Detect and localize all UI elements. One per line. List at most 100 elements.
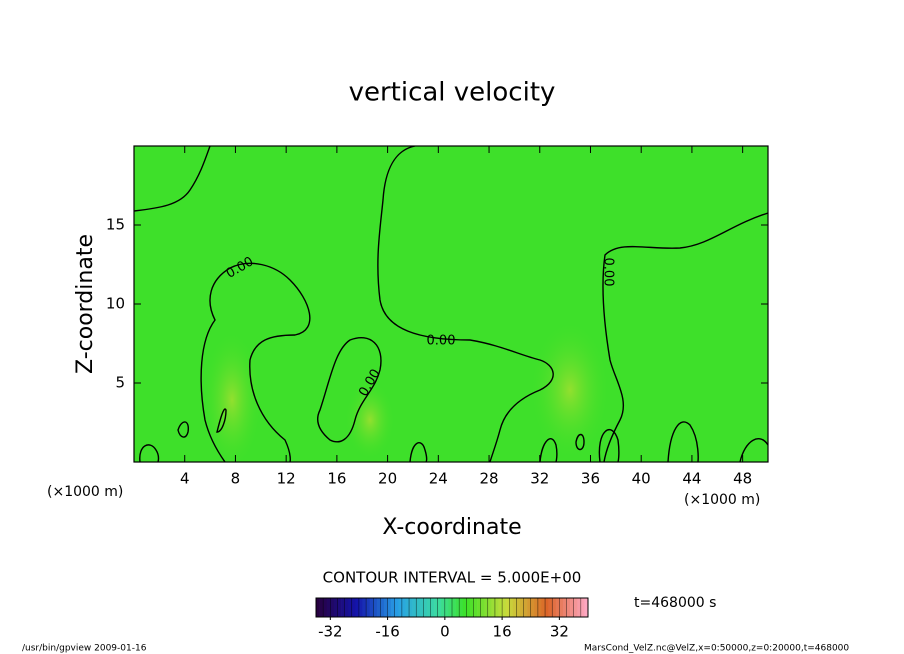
x-tick-label: 28	[479, 470, 498, 488]
x-tick-label: 36	[581, 470, 600, 488]
colorbar-cell	[516, 598, 521, 617]
x-tick-label: 40	[632, 470, 651, 488]
colorbar-cell	[323, 598, 328, 617]
colorbar-cell	[480, 598, 485, 617]
colorbar-cell	[330, 598, 335, 617]
colorbar-cell	[537, 598, 542, 617]
colorbar-cell	[562, 598, 567, 617]
colorbar-cell	[376, 598, 381, 617]
contour-line	[317, 336, 382, 443]
colorbar-cell	[509, 598, 514, 617]
colorbar-frame	[315, 597, 589, 618]
x-tick-label: 4	[180, 470, 190, 488]
colorbar-cell	[391, 598, 396, 617]
colorbar-cell	[584, 598, 589, 617]
colorbar-cell	[398, 598, 403, 617]
colorbar-cell	[430, 598, 435, 617]
colorbar-cell	[369, 598, 374, 617]
colorbar-cell	[548, 598, 553, 617]
footer-right: MarsCond_VelZ.nc@VelZ,x=0:50000,z=0:2000…	[584, 644, 849, 654]
contour-line	[539, 438, 558, 462]
colorbar-cell	[355, 598, 360, 617]
colorbar-cell	[452, 598, 456, 617]
field-shade	[530, 320, 610, 460]
colorbar-tick-label: -16	[375, 623, 400, 641]
colorbar-cell	[473, 598, 478, 617]
colorbar-cell	[530, 598, 535, 617]
colorbar-cell	[316, 598, 320, 617]
y-tick-label: 10	[106, 295, 125, 313]
contour-line	[598, 429, 620, 462]
colorbar-cell	[344, 598, 349, 617]
contour-label: 0.00	[601, 258, 616, 287]
y-tick-label: 5	[115, 374, 125, 392]
colorbar-cell	[484, 598, 489, 617]
colorbar-cell	[373, 598, 378, 617]
colorbar-tick-label: 32	[550, 623, 569, 641]
x-tick-label: 44	[682, 470, 701, 488]
x-tick-label: 24	[429, 470, 448, 488]
colorbar-cell	[394, 598, 399, 617]
colorbar-cell	[570, 598, 574, 617]
y-tick-label: 15	[106, 216, 125, 234]
colorbar-cell	[555, 598, 560, 617]
field-shade	[202, 330, 262, 462]
colorbar-cell	[523, 598, 528, 617]
x-tick-label: 12	[277, 470, 296, 488]
contour-line	[739, 438, 768, 462]
colorbar-tick-label: 0	[440, 623, 450, 641]
colorbar-cell	[348, 598, 353, 617]
x-axis-label: X-coordinate	[382, 515, 521, 540]
contour-interval: CONTOUR INTERVAL = 5.000E+00	[323, 569, 582, 587]
colorbar-cell	[577, 598, 582, 617]
colorbar-cell	[326, 598, 331, 617]
colorbar-cell	[444, 598, 449, 617]
colorbar-cell	[341, 598, 345, 617]
y-axis-label: Z-coordinate	[73, 234, 98, 374]
colorbar-cell	[409, 598, 413, 617]
contour-line	[134, 146, 211, 212]
contour-line	[177, 421, 190, 438]
colorbar-cell	[412, 598, 417, 617]
footer-left: /usr/bin/gpview 2009-01-16	[22, 644, 147, 654]
colorbar-cell	[384, 598, 388, 617]
colorbar-cell	[358, 598, 363, 617]
colorbar-cell	[469, 598, 474, 617]
colorbar-cell	[520, 598, 524, 617]
colorbar-cell	[405, 598, 410, 617]
x-tick-label: 20	[378, 470, 397, 488]
colorbar-cell	[541, 598, 546, 617]
time-label: t=468000 s	[634, 595, 716, 611]
colorbar-cell	[559, 598, 564, 617]
colorbar-cell	[366, 598, 370, 617]
colorbar-cell	[580, 598, 585, 617]
contour-lines	[134, 146, 768, 462]
contour-line	[409, 442, 428, 462]
colorbar-cell	[494, 598, 499, 617]
colorbar-cell	[351, 598, 356, 617]
contour-line	[602, 212, 768, 462]
contour-line	[216, 408, 227, 433]
x-unit-label: (×1000 m)	[47, 484, 123, 500]
colorbar-cell	[491, 598, 496, 617]
colorbar-cell	[423, 598, 428, 617]
colorbar-cell	[552, 598, 557, 617]
x-tick-label: 16	[327, 470, 346, 488]
contour-field	[134, 146, 768, 462]
colorbar-cell	[487, 598, 492, 617]
colorbar-cell	[437, 598, 442, 617]
colorbar-cell	[401, 598, 406, 617]
colorbar-tick-label: 16	[493, 623, 512, 641]
contour-line	[575, 433, 585, 451]
contour-line	[377, 146, 554, 462]
colorbar-cell	[466, 598, 471, 617]
contour-line	[200, 262, 311, 462]
colorbar-cell	[566, 598, 571, 617]
colorbar-cell	[362, 598, 367, 617]
colorbar-cell	[387, 598, 392, 617]
colorbar-cell	[573, 598, 578, 617]
contour-line	[139, 444, 160, 462]
colorbar-cell	[512, 598, 517, 617]
colorbar-cell	[455, 598, 460, 617]
x-tick-label: 8	[231, 470, 241, 488]
